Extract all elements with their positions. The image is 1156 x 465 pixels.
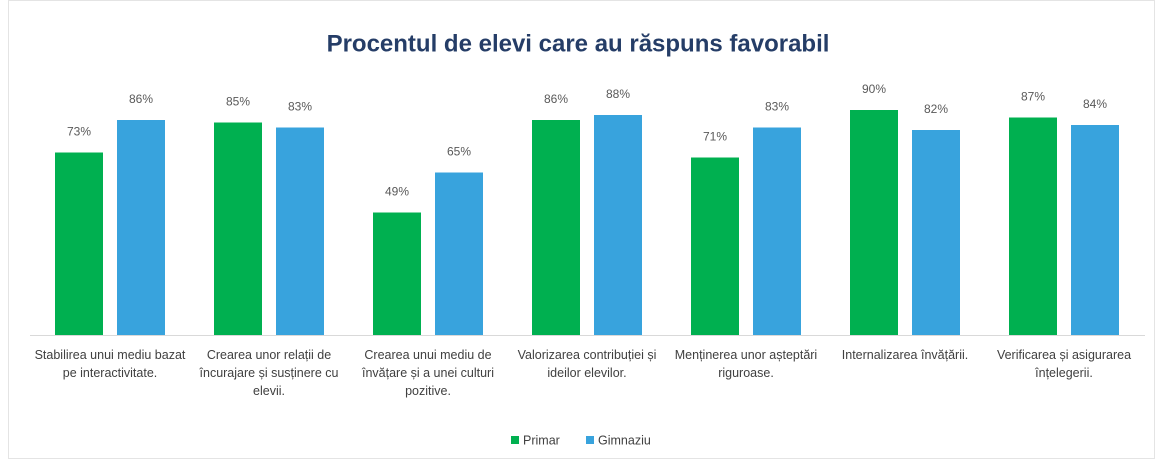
bar — [912, 130, 960, 335]
bar — [1009, 117, 1057, 335]
data-label: 84% — [1083, 97, 1107, 111]
bar — [55, 152, 103, 335]
legend-swatch — [511, 436, 519, 444]
chart-title: Procentul de elevi care au răspuns favor… — [327, 30, 830, 57]
bar — [850, 110, 898, 335]
bar — [753, 127, 801, 335]
legend-label: Gimnaziu — [598, 433, 651, 447]
bar — [594, 115, 642, 335]
data-label: 83% — [765, 100, 789, 114]
data-label: 71% — [703, 130, 727, 144]
x-tick-label: Valorizarea contribuției și ideilor elev… — [517, 348, 657, 380]
bar — [373, 212, 421, 335]
data-label: 82% — [924, 102, 948, 116]
bar — [532, 120, 580, 335]
bar — [691, 157, 739, 335]
x-tick-label: Menținerea unor așteptări riguroase. — [674, 348, 818, 380]
data-label: 85% — [226, 95, 250, 109]
x-tick-label: Stabilirea unui mediu bazat pe interacti… — [34, 348, 186, 380]
data-label: 65% — [447, 145, 471, 159]
data-label: 90% — [862, 82, 886, 96]
data-label: 83% — [288, 100, 312, 114]
legend-label: Primar — [523, 433, 560, 447]
data-label: 86% — [544, 92, 568, 106]
bar — [117, 120, 165, 335]
data-label: 86% — [129, 92, 153, 106]
x-tick-label: Crearea unor relații de încurajare și su… — [199, 348, 339, 398]
x-tick-label: Verificarea și asigurarea înțelegerii. — [996, 348, 1132, 380]
data-label: 49% — [385, 185, 409, 199]
chart-border — [8, 0, 1155, 459]
x-tick-label: Crearea unui mediu de învățare și a unei… — [361, 348, 494, 398]
bar — [214, 122, 262, 335]
x-tick-label: Internalizarea învățării. — [841, 348, 969, 362]
bar — [435, 172, 483, 335]
bar — [1071, 125, 1119, 335]
data-label: 87% — [1021, 90, 1045, 104]
legend-swatch — [586, 436, 594, 444]
bar — [276, 127, 324, 335]
data-label: 73% — [67, 125, 91, 139]
data-label: 88% — [606, 87, 630, 101]
